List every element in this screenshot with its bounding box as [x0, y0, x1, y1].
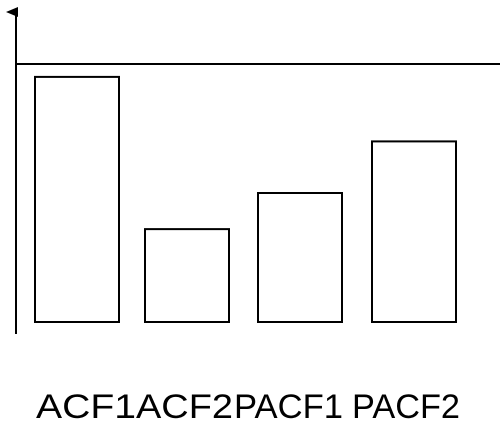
bar-group	[34, 75, 457, 324]
x-tick-label-pacf1: PACF1	[234, 388, 343, 422]
x-tick-label-pacf2: PACF2	[352, 388, 460, 422]
bar-pacf1	[257, 192, 343, 323]
bar-pacf2	[371, 140, 457, 323]
x-tick-label-acf2: ACF2	[136, 388, 233, 422]
bar-acf2	[144, 228, 230, 323]
bar-acf1	[34, 75, 120, 324]
x-tick-label-acf1: ACF1	[36, 388, 136, 422]
